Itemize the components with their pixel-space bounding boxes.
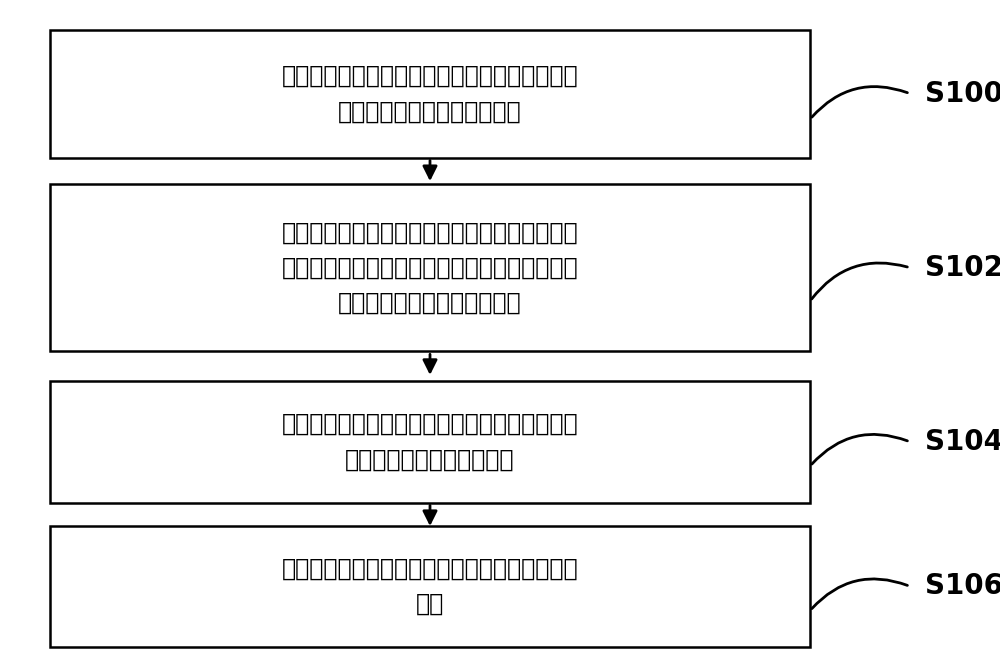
Bar	[50, 184, 810, 351]
Bar	[50, 381, 810, 503]
Text: S104: S104	[925, 428, 1000, 456]
Text: S102: S102	[925, 254, 1000, 282]
Text: 对所述影像信息执行人脸识别操作，以得到所述
影像信息中的行人脸部数据，所述行人脸部数据
包括人脸数量和人脸情绪数据: 对所述影像信息执行人脸识别操作，以得到所述 影像信息中的行人脸部数据，所述行人脸…	[282, 220, 578, 315]
Bar	[50, 526, 810, 647]
Text: 获取预设区域内的影像信息，所述预设区域包括
目标交通路口的行人等待区域: 获取预设区域内的影像信息，所述预设区域包括 目标交通路口的行人等待区域	[282, 64, 578, 124]
Text: 根据所述交通指挥策略，控制交通信号灯的运行
状态: 根据所述交通指挥策略，控制交通信号灯的运行 状态	[282, 556, 578, 616]
Text: S106: S106	[925, 572, 1000, 600]
Bar	[50, 30, 810, 158]
Text: S100: S100	[925, 79, 1000, 108]
Text: 至少根据所述人脸数量和人脸情绪数据中的一种
，配置对应的交通指挥策略: 至少根据所述人脸数量和人脸情绪数据中的一种 ，配置对应的交通指挥策略	[282, 412, 578, 472]
